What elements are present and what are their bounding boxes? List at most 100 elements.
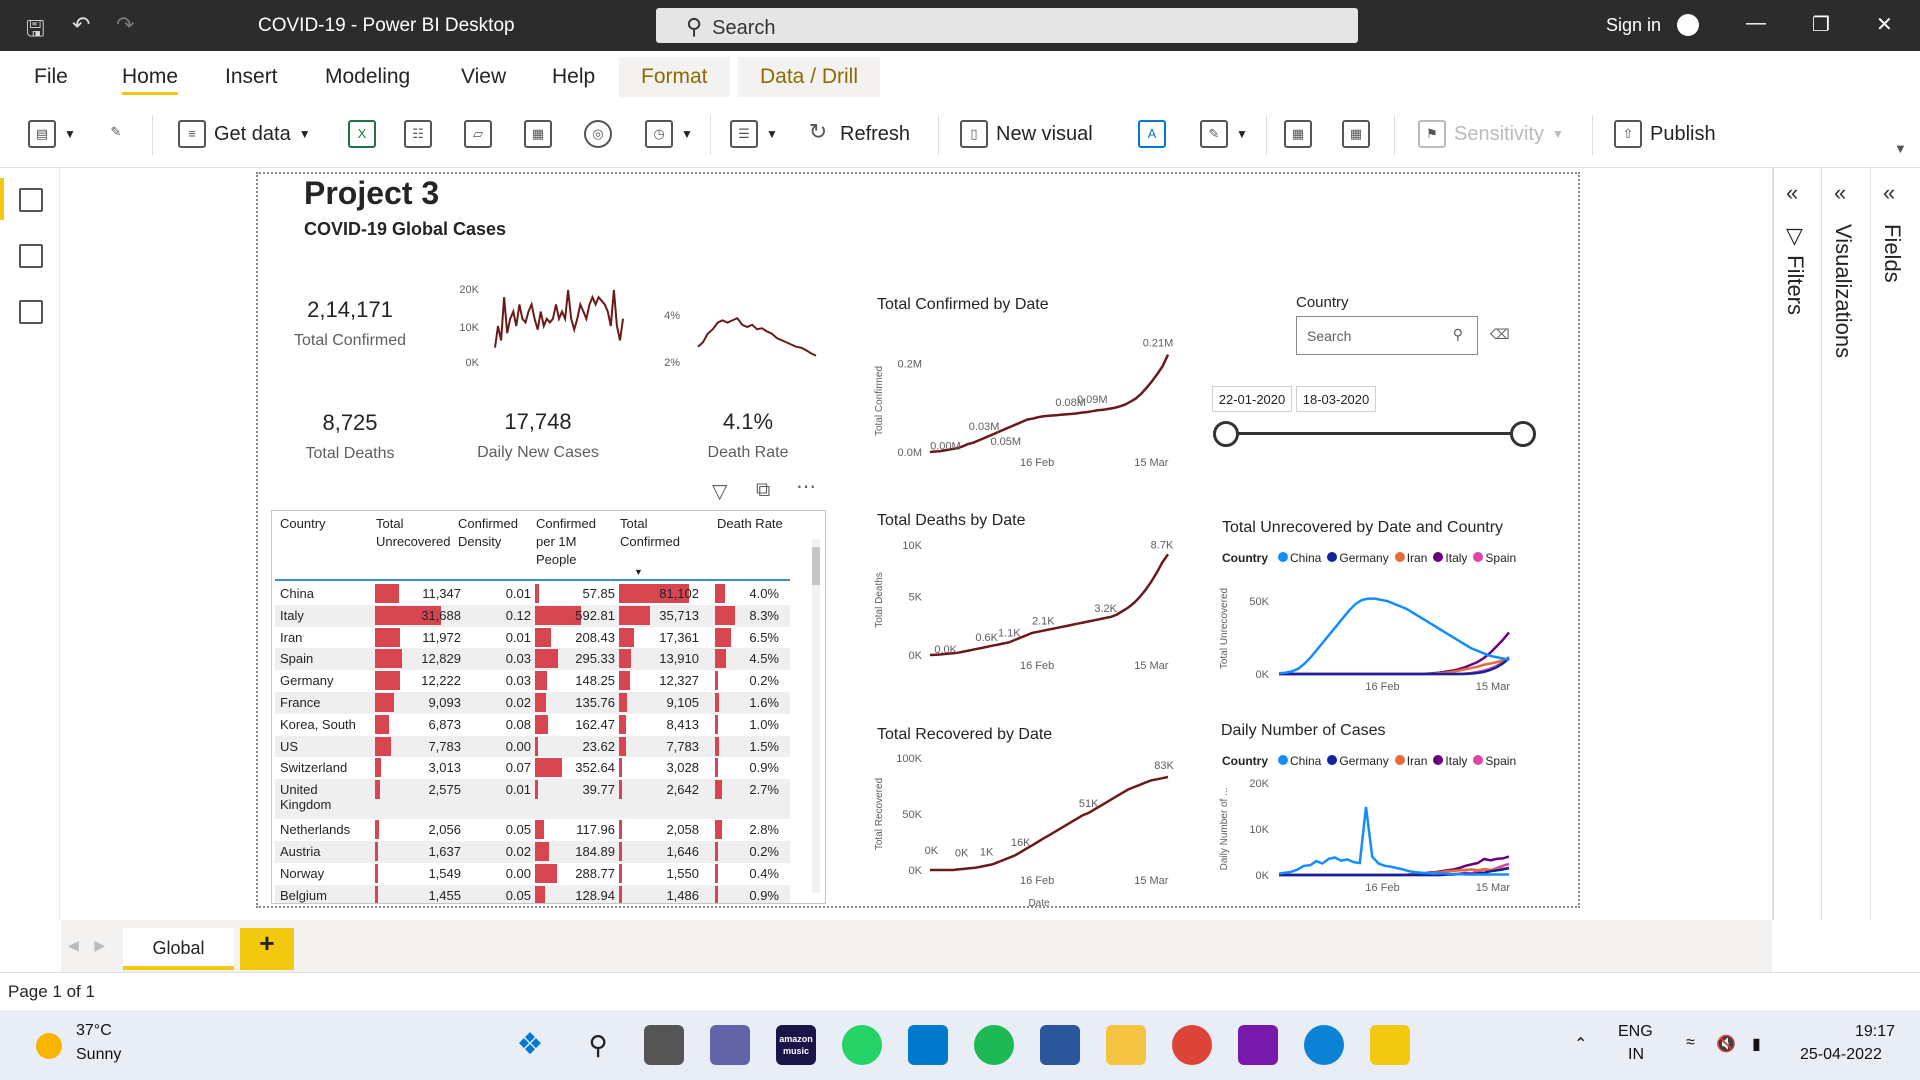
data-view-icon[interactable] [19, 244, 43, 268]
amazon-music-icon[interactable]: amazon music [776, 1025, 816, 1065]
sql-button[interactable]: ▱ [464, 120, 492, 148]
onenote-icon[interactable] [1238, 1025, 1278, 1065]
word-icon[interactable] [1040, 1025, 1080, 1065]
weather-condition[interactable]: Sunny [76, 1046, 122, 1063]
col-total-confirmed[interactable]: Total Confirmed [620, 516, 680, 549]
table-scrollbar[interactable] [812, 539, 820, 893]
task-view-icon[interactable] [644, 1025, 684, 1065]
refresh-button[interactable]: ↻ Refresh [804, 120, 910, 148]
new-measure-button[interactable]: ▦ [1284, 120, 1312, 148]
close-icon[interactable]: ✕ [1876, 14, 1893, 36]
expand-visualizations-icon[interactable]: « [1834, 180, 1847, 205]
legend-item-iran[interactable]: Iran [1394, 551, 1427, 565]
col-country[interactable]: Country [280, 516, 326, 531]
series-line-germany[interactable] [1279, 657, 1510, 676]
text-box-button[interactable]: A [1138, 120, 1166, 148]
weather-sun-icon[interactable] [36, 1033, 62, 1059]
table-row[interactable]: United Kingdom 2,575 0.01 39.77 2,642 2.7% [275, 779, 790, 820]
legend-item-china[interactable]: China [1278, 754, 1321, 768]
chart-daily-cases[interactable]: Daily Number of ... 20K 10K 0K 16 Feb 15 Mar [1215, 775, 1535, 905]
undo-icon[interactable]: ↶ [72, 12, 91, 37]
menu-data-drill[interactable]: Data / Drill [738, 57, 881, 97]
data-hub-button[interactable]: ☷ [404, 120, 432, 148]
col-confirmed-density[interactable]: Confirmed Density [458, 516, 518, 549]
restore-icon[interactable]: ❐ [1812, 14, 1830, 36]
weather-temp[interactable]: 37°C [76, 1022, 112, 1039]
file-explorer-icon[interactable] [1106, 1025, 1146, 1065]
menu-insert[interactable]: Insert [225, 65, 278, 88]
collapse-ribbon-icon[interactable]: ▼ [1894, 141, 1907, 156]
tab-global[interactable]: Global [123, 928, 234, 970]
power-bi-taskbar-icon[interactable] [1370, 1025, 1410, 1065]
series-line-china[interactable] [1278, 597, 1510, 675]
date-slider-track[interactable] [1226, 432, 1522, 435]
chart-deaths[interactable]: Total Deaths 10K 5K 0K 16 Feb 15 Mar 0.0K 0.6K 1… [870, 535, 1190, 685]
new-visual-button[interactable]: ▯ New visual [960, 120, 1093, 148]
menu-file[interactable]: File [34, 65, 68, 88]
windows-start-icon[interactable]: ❖ [516, 1028, 544, 1061]
expand-fields-icon[interactable]: « [1883, 180, 1896, 205]
recent-sources-button[interactable]: ◷ ▼ [645, 120, 693, 148]
col-total-unrecovered[interactable]: Total Unrecovered [376, 516, 451, 549]
more-options-icon[interactable]: ⋯ [796, 476, 816, 498]
lang-primary[interactable]: ENG [1618, 1023, 1653, 1040]
enter-data-button[interactable]: ▦ [524, 120, 552, 148]
get-data-button[interactable]: ≡ Get data ▼ [178, 120, 311, 148]
date-slider-end-handle[interactable] [1510, 421, 1536, 447]
more-visuals-button[interactable]: ✎ ▼ [1200, 120, 1248, 148]
legend-item-china[interactable]: China [1278, 551, 1321, 565]
series-line-china[interactable] [1278, 806, 1509, 876]
clock-date[interactable]: 25-04-2022 [1800, 1046, 1882, 1063]
visualizations-pane[interactable]: « Visualizations [1821, 168, 1869, 920]
excel-button[interactable]: X [348, 120, 376, 148]
redo-icon[interactable]: ↷ [116, 12, 135, 37]
dataverse-button[interactable]: ◎ [584, 120, 612, 148]
table-row[interactable]: Germany 12,222 0.03 148.25 12,327 0.2% [275, 670, 790, 692]
table-row[interactable]: Iran 11,972 0.01 208.43 17,361 6.5% [275, 627, 790, 649]
legend-item-spain[interactable]: Spain [1473, 754, 1516, 768]
series-line[interactable] [929, 354, 1170, 454]
add-page-button[interactable]: + [240, 928, 294, 970]
focus-mode-icon[interactable]: ⧉ [756, 479, 771, 501]
teams-icon[interactable] [710, 1025, 750, 1065]
eraser-icon[interactable]: ⌫ [1490, 326, 1510, 342]
fields-pane[interactable]: « Fields [1870, 168, 1918, 920]
legend-item-spain[interactable]: Spain [1473, 551, 1516, 565]
paste-button[interactable]: ▤ ▼ [28, 120, 76, 148]
search-taskbar-icon[interactable]: ⚲ [588, 1030, 608, 1060]
legend-item-germany[interactable]: Germany [1327, 754, 1389, 768]
model-view-icon[interactable] [19, 300, 43, 324]
minimize-icon[interactable]: — [1746, 12, 1766, 34]
filters-pane[interactable]: « ▽ Filters [1773, 168, 1821, 920]
whatsapp-icon[interactable] [842, 1025, 882, 1065]
legend-item-italy[interactable]: Italy [1433, 754, 1467, 768]
table-row[interactable]: France 9,093 0.02 135.76 9,105 1.6% [275, 692, 790, 714]
avatar[interactable] [1677, 14, 1699, 36]
volume-icon[interactable]: 🔇 [1716, 1036, 1736, 1053]
menu-format[interactable]: Format [619, 57, 730, 97]
transform-button[interactable]: ☰ ▼ [730, 120, 778, 148]
filter-icon[interactable]: ▽ [712, 481, 728, 503]
date-slider-start-handle[interactable] [1213, 421, 1239, 447]
report-view-icon[interactable] [19, 188, 43, 212]
battery-icon[interactable]: ▮ [1752, 1036, 1761, 1053]
start-date-input[interactable]: 22-01-2020 [1212, 386, 1292, 412]
country-slicer-search[interactable]: Search ⚲ [1296, 316, 1478, 355]
clock-time[interactable]: 19:17 [1855, 1023, 1896, 1040]
series-line[interactable] [930, 775, 1169, 872]
tray-expand-icon[interactable]: ⌃ [1574, 1036, 1588, 1053]
format-painter-button[interactable]: ✎ [102, 120, 130, 148]
col-confirmed-per-1m[interactable]: Confirmed per 1M People [536, 516, 596, 567]
table-row[interactable]: Korea, South 6,873 0.08 162.47 8,413 1.0% [275, 714, 790, 736]
series-line-spain[interactable] [1279, 656, 1510, 676]
table-row[interactable]: Spain 12,829 0.03 295.33 13,910 4.5% [275, 648, 790, 671]
vscode-icon[interactable] [908, 1025, 948, 1065]
table-row[interactable]: Switzerland 3,013 0.07 352.64 3,028 0.9% [275, 757, 790, 779]
quick-measure-button[interactable]: ▦ [1342, 120, 1370, 148]
country-table[interactable]: Country Total Unrecovered Confirmed Dens… [271, 510, 826, 904]
spotify-icon[interactable] [974, 1025, 1014, 1065]
wifi-icon[interactable]: ≈ [1686, 1034, 1695, 1051]
menu-home[interactable]: Home [122, 65, 179, 95]
table-scroll-thumb[interactable] [812, 547, 820, 585]
